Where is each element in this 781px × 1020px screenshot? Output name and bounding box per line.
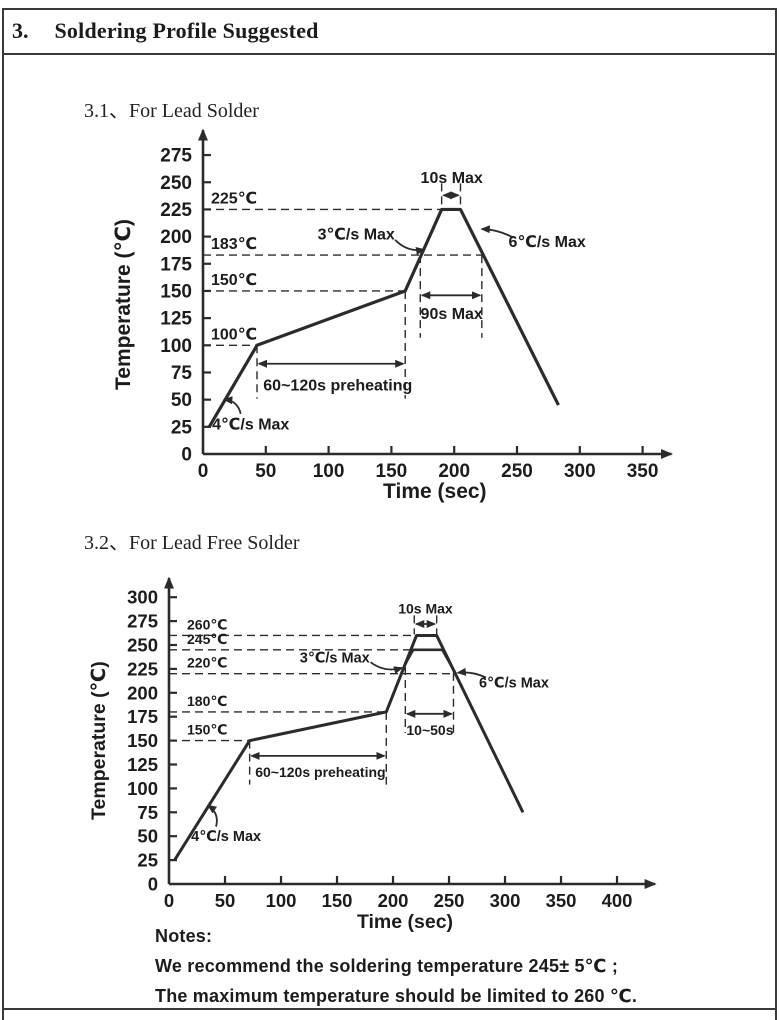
chart-text: 50 bbox=[137, 826, 158, 847]
chart-text: 3℃/s Max bbox=[318, 226, 395, 243]
chart-text: 250 bbox=[160, 173, 192, 194]
chart-text: 60~120s preheating bbox=[255, 764, 385, 780]
chart-text: 250 bbox=[501, 461, 533, 482]
chart-text: 225 bbox=[160, 200, 192, 221]
pointer-arrow bbox=[206, 804, 218, 827]
chart-text: 75 bbox=[137, 802, 158, 823]
chart-text: 10~50s bbox=[406, 722, 453, 738]
chart-text: 150 bbox=[376, 461, 408, 482]
chart-text: Temperature (℃) bbox=[112, 219, 135, 390]
chart-text: 225℃ bbox=[211, 190, 257, 207]
chart-text: 275 bbox=[160, 146, 192, 167]
chart-text: 25 bbox=[171, 417, 193, 438]
chart-text: Time (sec) bbox=[383, 480, 487, 503]
chart-text: 260℃ bbox=[187, 616, 227, 632]
notes-line-1: We recommend the soldering temperature 2… bbox=[155, 956, 619, 976]
chart-text: 4℃/s Max bbox=[191, 829, 261, 845]
pointer-arrow bbox=[222, 396, 242, 415]
chart-text: 25 bbox=[137, 850, 158, 871]
chart-text: 225 bbox=[127, 658, 158, 679]
chart-text: 6℃/s Max bbox=[479, 675, 549, 691]
chart-text: 150℃ bbox=[211, 272, 257, 289]
chart-text: 150℃ bbox=[187, 722, 227, 738]
chart-text: 3℃/s Max bbox=[300, 650, 370, 666]
chart-text: 183℃ bbox=[211, 236, 257, 253]
chart-text: 4℃/s Max bbox=[212, 417, 289, 434]
subsection-lead-free-heading: 3.2、For Lead Free Solder bbox=[84, 532, 300, 554]
subsection-lead-solder-heading: 3.1、For Lead Solder bbox=[84, 100, 259, 122]
chart-text: 150 bbox=[127, 730, 158, 751]
chart-text: 175 bbox=[127, 706, 158, 727]
chart-text: 50 bbox=[215, 890, 236, 911]
chart-text: 60~120s preheating bbox=[263, 378, 412, 395]
chart-text: Time (sec) bbox=[357, 911, 453, 933]
chart-text: Temperature (℃) bbox=[90, 661, 110, 820]
chart-text: 100 bbox=[313, 461, 345, 482]
bottom-divider bbox=[2, 1008, 777, 1010]
pointer-arrow bbox=[456, 667, 487, 679]
chart-text: 175 bbox=[160, 254, 192, 275]
chart-text: 10s Max bbox=[421, 170, 483, 187]
pointer-arrow bbox=[394, 239, 426, 255]
chart-text: 180℃ bbox=[187, 693, 227, 709]
section-number: 3. bbox=[12, 17, 29, 43]
notes-block: Notes: We recommend the soldering temper… bbox=[155, 921, 637, 1011]
section-header: 3. Soldering Profile Suggested bbox=[2, 8, 777, 55]
page-title: Soldering Profile Suggested bbox=[54, 17, 319, 43]
chart-text: 10s Max bbox=[398, 601, 453, 617]
chart-text: 300 bbox=[490, 890, 521, 911]
notes-heading: Notes: bbox=[155, 926, 213, 946]
chart-text: 200 bbox=[127, 682, 158, 703]
notes-line-2: The maximum temperature should be limite… bbox=[155, 986, 638, 1006]
chart-text: 0 bbox=[181, 445, 192, 466]
chart-text: 100 bbox=[127, 778, 158, 799]
chart-text: 100℃ bbox=[211, 326, 257, 343]
chart-text: 125 bbox=[160, 309, 192, 330]
chart-text: 400 bbox=[602, 890, 633, 911]
chart-text: 125 bbox=[127, 754, 158, 775]
chart-text: 6℃/s Max bbox=[509, 234, 586, 251]
chart-text: 75 bbox=[171, 363, 193, 384]
chart-text: 100 bbox=[266, 890, 297, 911]
chart-text: 245℃ bbox=[187, 631, 227, 647]
chart-text: 50 bbox=[255, 461, 276, 482]
lead-free-profile-245 bbox=[403, 648, 457, 675]
chart-text: 0 bbox=[148, 874, 158, 895]
chart-text: 300 bbox=[564, 461, 596, 482]
chart-text: 0 bbox=[164, 890, 174, 911]
chart-text: 200 bbox=[160, 227, 192, 248]
chart-text: 150 bbox=[160, 281, 192, 302]
chart-text: 50 bbox=[171, 390, 192, 411]
chart-text: 90s Max bbox=[421, 306, 483, 323]
chart-text: 250 bbox=[434, 890, 465, 911]
chart-text: 200 bbox=[378, 890, 409, 911]
pointer-arrow bbox=[370, 661, 404, 675]
chart-text: 100 bbox=[160, 336, 192, 357]
chart-text: 150 bbox=[322, 890, 353, 911]
chart-text: 200 bbox=[438, 461, 470, 482]
pointer-arrow bbox=[480, 225, 514, 239]
chart-text: 350 bbox=[627, 461, 659, 482]
chart-text: 350 bbox=[546, 890, 577, 911]
chart-text: 0 bbox=[198, 461, 209, 482]
chart-text: 275 bbox=[127, 611, 158, 632]
chart-text: 300 bbox=[127, 587, 158, 608]
page-border bbox=[2, 8, 777, 1020]
lead-solder-profile-chart: 225℃ 183℃ 150℃ 100℃ 10s Max 90s Max 60~120s pr… bbox=[112, 128, 673, 503]
chart-text: 250 bbox=[127, 635, 158, 656]
chart-text: 220℃ bbox=[187, 655, 227, 671]
